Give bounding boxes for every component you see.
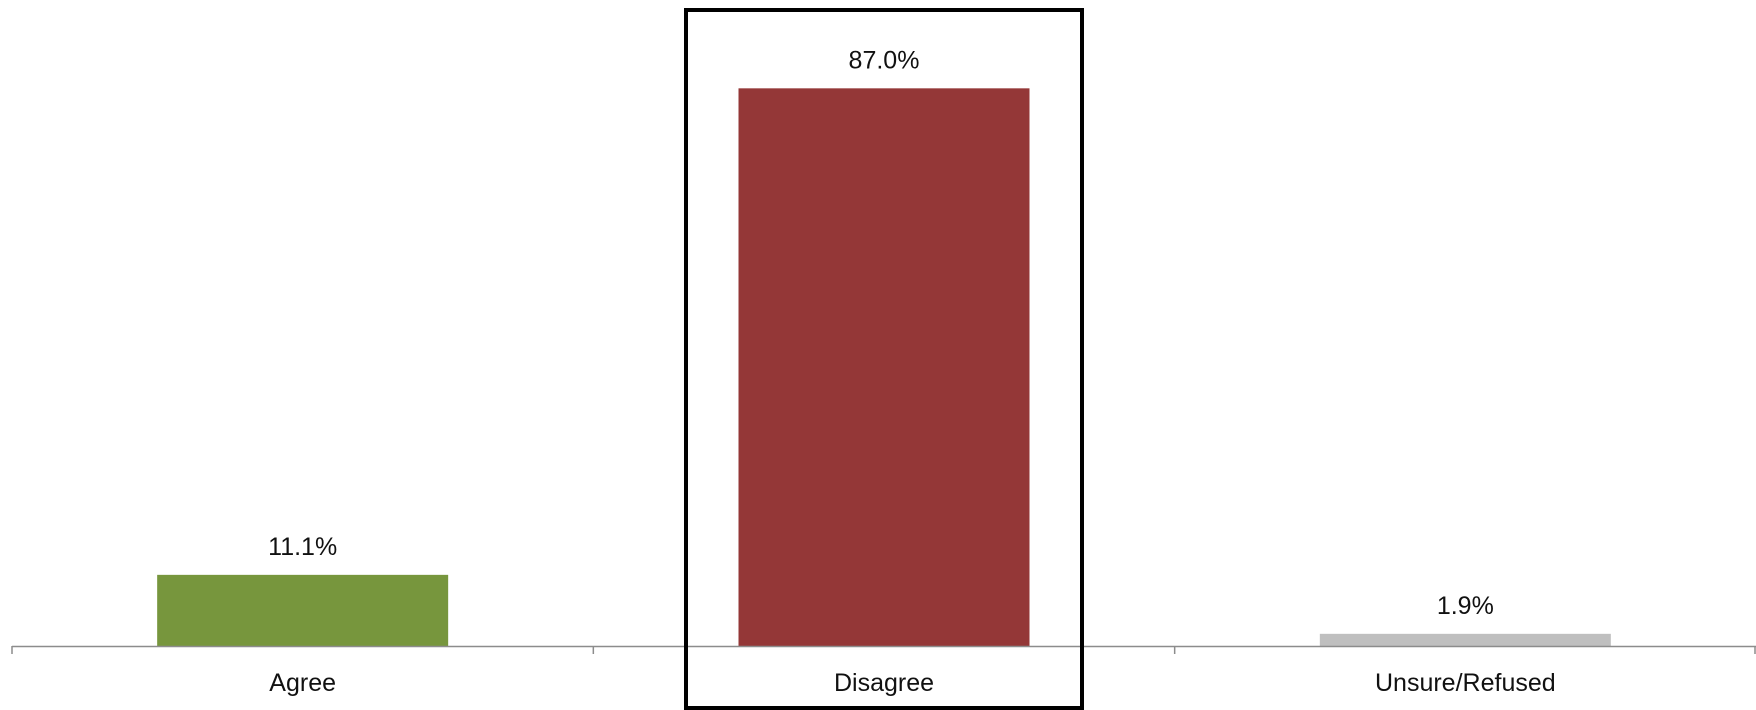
category-label-disagree: Disagree: [834, 669, 934, 697]
category-label-agree: Agree: [269, 669, 336, 697]
bar-agree: [157, 574, 449, 646]
bars-layer: [157, 88, 1611, 646]
category-label-unsure-refused: Unsure/Refused: [1375, 669, 1556, 697]
value-label-unsure-refused: 1.9%: [1437, 592, 1494, 620]
labels-layer: 11.1% Agree 87.0% Disagree 1.9% Unsure/Refuse…: [268, 46, 1556, 697]
value-label-disagree: 87.0%: [849, 46, 920, 74]
bar-unsure-refused: [1319, 633, 1611, 646]
highlight-box: [684, 8, 1084, 710]
x-axis-ticks: [11, 646, 1756, 654]
value-label-agree: 11.1%: [268, 533, 337, 561]
bar-disagree: [738, 88, 1030, 646]
